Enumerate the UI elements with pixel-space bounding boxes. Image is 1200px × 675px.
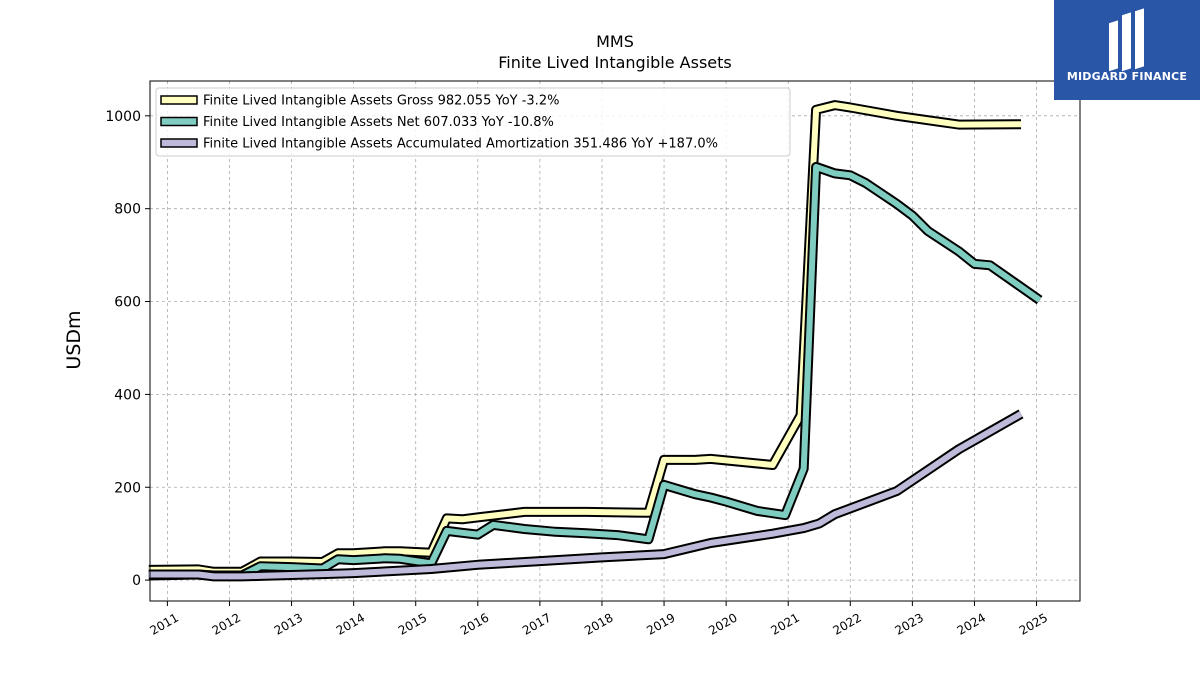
x-tick-label: 2021 [768,610,801,637]
legend-swatch-0 [160,95,198,105]
legend-label-1: Finite Lived Intangible Assets Net 607.0… [203,115,554,130]
series-lines [148,100,1043,582]
legend-label-2: Finite Lived Intangible Assets Accumulat… [203,137,718,152]
y-tick-label: 800 [114,202,141,218]
y-tick-label: 400 [114,387,141,403]
x-tick-label: 2013 [272,610,305,637]
series-line-1 [148,163,1042,579]
brand-name: MIDGARD FINANCE [1066,70,1188,83]
x-tick-label: 2023 [893,610,926,637]
legend-swatch-2 [160,138,198,148]
series-line-outline-0 [148,100,1022,577]
x-tick-label: 2017 [520,610,553,637]
y-tick-label: 200 [114,480,141,496]
legend-label-0: Finite Lived Intangible Assets Gross 982… [203,94,559,109]
series-line-0 [148,102,1022,575]
x-tick-label: 2019 [644,610,677,637]
x-tick-label: 2012 [210,610,243,637]
plot-frame [149,80,1081,602]
midgard-logo-icon [1109,8,1144,72]
series-line-2 [148,411,1023,580]
x-tick-label: 2020 [706,610,739,637]
x-tick-label: 2015 [396,610,429,637]
y-tick-label: 600 [114,295,141,311]
legend-box [155,87,791,157]
legend: Finite Lived Intangible Assets Gross 982… [155,87,791,157]
x-tick-label: 2018 [582,610,615,637]
x-tick-label: 2022 [830,610,863,637]
y-tick-label: 0 [132,573,141,589]
y-axis-label: USDm [63,310,85,369]
chart-subtitle: Finite Lived Intangible Assets [498,53,731,72]
x-tick-label: 2024 [955,610,988,637]
brand-logo: MIDGARD FINANCE [1054,0,1200,100]
x-tick-label: 2014 [334,610,367,637]
chart-title: MMS [596,32,634,51]
x-tick-label: 2025 [1017,610,1050,637]
legend-swatch-1 [160,116,198,127]
x-tick-label: 2016 [458,610,491,637]
grid-lines [150,81,1080,601]
x-tick-label: 2011 [148,610,181,637]
y-tick-label: 1000 [105,109,141,125]
